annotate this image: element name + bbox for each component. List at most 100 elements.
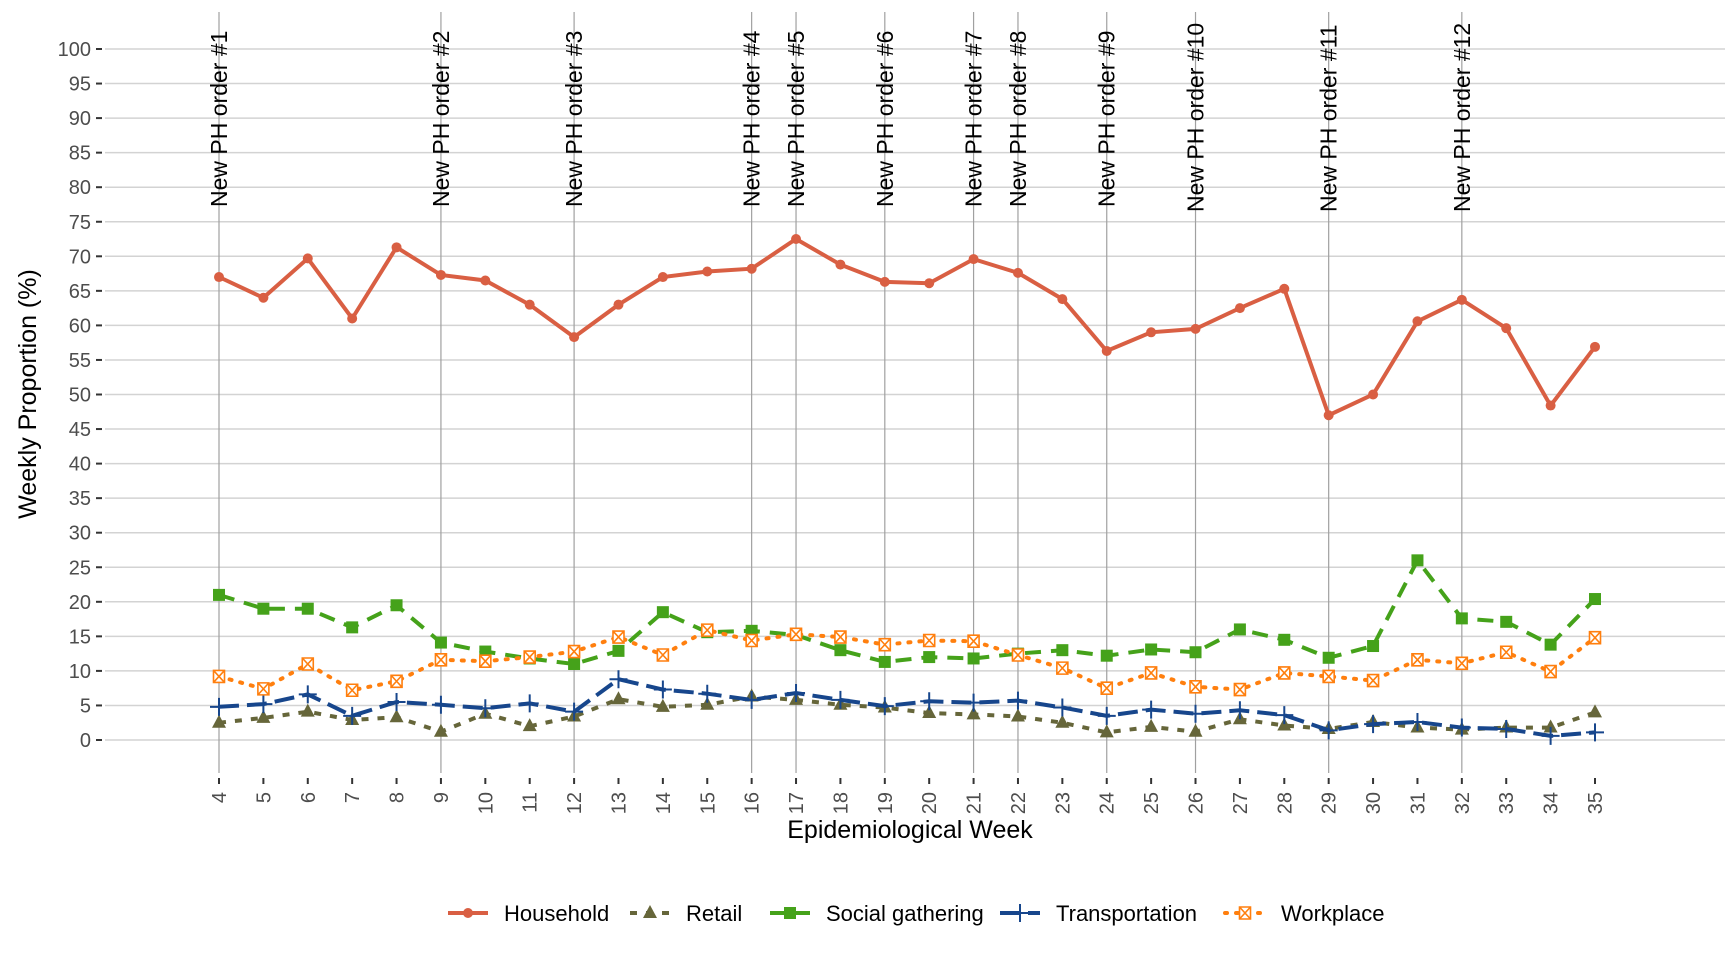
- x-tick-label: 17: [786, 792, 808, 814]
- y-tick-label: 90: [69, 108, 91, 130]
- data-point-boxed-x: [1144, 666, 1158, 680]
- data-point-triangle: [1055, 714, 1070, 728]
- data-point-plus: [1364, 715, 1383, 734]
- data-point-circle: [1234, 303, 1245, 314]
- data-point-boxed-x: [1455, 656, 1469, 671]
- data-point-circle: [1412, 316, 1423, 327]
- data-point-triangle: [966, 706, 981, 720]
- x-tick-label: 31: [1407, 792, 1429, 814]
- data-point-boxed-x: [878, 637, 892, 652]
- legend-item: Workplace: [1223, 901, 1385, 926]
- data-point-circle: [1279, 283, 1290, 294]
- x-tick-label: 4: [209, 792, 231, 803]
- data-point-square: [1189, 646, 1202, 659]
- series-social-gathering: [213, 554, 1601, 670]
- data-point-boxed-x: [1238, 906, 1252, 920]
- x-tick-label: 21: [964, 792, 986, 814]
- data-point-boxed-x: [789, 627, 803, 642]
- data-point-plus: [565, 702, 584, 721]
- data-point-circle: [702, 266, 713, 277]
- ph-order-label: New PH order #5: [783, 31, 809, 207]
- legend-item: Transportation: [1000, 901, 1197, 926]
- data-point-boxed-x: [1499, 645, 1513, 660]
- data-point-circle: [1368, 389, 1379, 400]
- y-tick-label: 65: [69, 281, 91, 303]
- ph-order-label: New PH order #9: [1094, 31, 1120, 207]
- data-point-boxed-x: [1322, 669, 1335, 684]
- data-point-boxed-x: [922, 633, 936, 648]
- data-point-boxed-x: [257, 682, 270, 696]
- data-point-square: [967, 652, 980, 665]
- data-point-plus: [1452, 718, 1471, 737]
- y-tick-label: 80: [69, 177, 91, 199]
- data-point-circle: [791, 234, 802, 245]
- x-tick-label: 28: [1274, 792, 1296, 814]
- data-point-square: [1100, 649, 1113, 662]
- data-point-circle: [835, 259, 846, 270]
- data-point-circle: [1456, 294, 1467, 305]
- y-tick-label: 0: [80, 730, 91, 752]
- data-point-plus: [343, 706, 362, 725]
- legend: Household Retail Social gathering Transport…: [448, 901, 1385, 926]
- x-axis-title: Epidemiological Week: [787, 816, 1033, 844]
- data-point-plus: [1408, 713, 1427, 732]
- data-point-plus: [964, 693, 983, 712]
- x-tick-label: 25: [1141, 792, 1163, 814]
- data-point-circle: [1057, 294, 1068, 305]
- data-point-circle: [968, 254, 979, 265]
- x-tick-label: 34: [1541, 792, 1563, 814]
- data-point-plus: [653, 680, 672, 699]
- data-point-circle: [1012, 267, 1023, 278]
- ph-order-label: New PH order #10: [1183, 23, 1209, 212]
- data-point-circle: [569, 332, 580, 343]
- x-tick-label: 24: [1097, 792, 1119, 814]
- data-point-plus: [1586, 723, 1604, 742]
- data-point-square: [213, 588, 225, 601]
- data-point-boxed-x: [390, 674, 403, 689]
- data-point-triangle: [643, 905, 657, 918]
- x-axis: 4 5 6 7 8 9 10 11 12 13 14 15 16 17 18 19 20 21 22 23 24 25 26…: [209, 778, 1607, 814]
- data-point-circle: [1501, 323, 1512, 334]
- data-point-circle: [1590, 341, 1600, 352]
- data-point-circle: [613, 299, 624, 310]
- y-axis-title: Weekly Proportion (%): [14, 269, 42, 519]
- data-point-square: [301, 602, 314, 615]
- data-point-square: [1411, 554, 1424, 567]
- data-point-circle: [214, 272, 224, 283]
- data-point-plus: [1230, 701, 1249, 720]
- data-point-triangle: [522, 718, 537, 732]
- data-point-plus: [520, 694, 539, 713]
- legend-label: Social gathering: [826, 901, 984, 926]
- data-point-plus: [698, 684, 717, 703]
- data-point-boxed-x: [612, 630, 625, 644]
- legend-label: Workplace: [1281, 901, 1385, 926]
- data-point-plus: [298, 685, 317, 704]
- series-line: [217, 627, 1597, 693]
- legend-label: Household: [504, 901, 609, 926]
- legend-item: Retail: [630, 901, 742, 926]
- data-point-plus: [254, 695, 273, 714]
- ph-order-label: New PH order #8: [1005, 31, 1031, 207]
- grid: [105, 48, 1725, 741]
- data-point-triangle: [433, 723, 448, 737]
- series-retail: [212, 688, 1602, 738]
- y-tick-label: 15: [69, 626, 91, 648]
- ph-order-label: New PH order #4: [739, 30, 765, 207]
- y-tick-label: 95: [69, 74, 91, 96]
- data-point-triangle: [1010, 708, 1025, 722]
- data-point-boxed-x: [834, 630, 847, 644]
- data-point-triangle: [700, 696, 715, 710]
- data-point-boxed-x: [345, 683, 359, 698]
- x-tick-label: 23: [1052, 792, 1074, 814]
- data-point-triangle: [389, 709, 404, 723]
- x-tick-label: 12: [564, 792, 586, 814]
- data-point-boxed-x: [212, 669, 226, 684]
- x-tick-label: 16: [742, 792, 764, 814]
- data-point-plus: [609, 670, 628, 689]
- data-point-plus: [387, 692, 406, 711]
- data-point-triangle: [922, 705, 937, 719]
- series-line: [218, 556, 1597, 667]
- y-tick-label: 85: [69, 143, 91, 165]
- data-point-plus: [476, 699, 495, 718]
